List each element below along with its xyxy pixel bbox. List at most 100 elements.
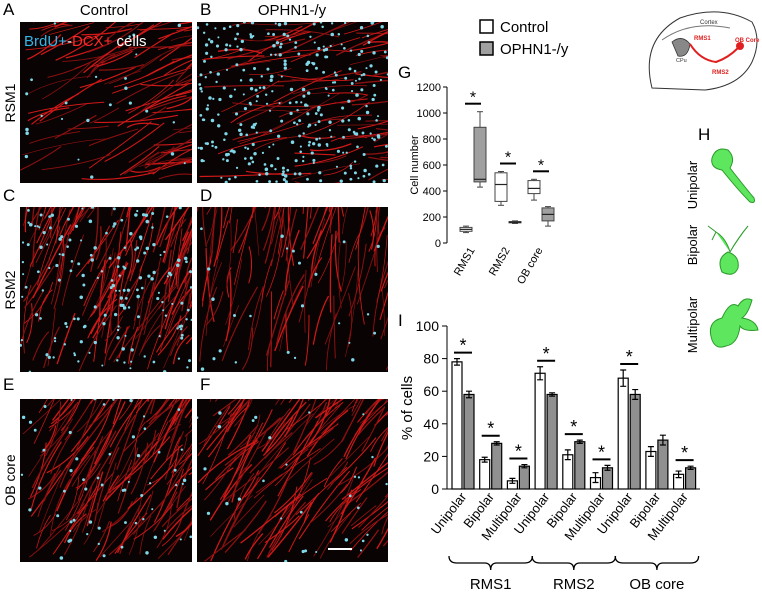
nucleus <box>348 341 351 344</box>
fiber <box>28 101 105 114</box>
nucleus <box>100 483 104 487</box>
fiber <box>172 161 192 166</box>
fiber <box>226 215 232 288</box>
nucleus <box>228 25 232 29</box>
nucleus <box>68 238 72 242</box>
nucleus <box>351 90 354 93</box>
fiber <box>59 207 75 237</box>
nucleus <box>321 25 324 29</box>
nucleus <box>53 22 57 25</box>
fiber <box>273 207 281 220</box>
nucleus <box>222 27 226 30</box>
fiber <box>317 399 336 416</box>
fiber <box>152 148 192 175</box>
nucleus <box>152 242 156 247</box>
fiber <box>351 100 388 106</box>
nucleus <box>363 168 367 173</box>
fiber <box>60 399 82 431</box>
fiber <box>168 144 192 154</box>
nucleus <box>341 106 345 110</box>
nucleus <box>124 521 127 524</box>
nucleus <box>141 213 146 217</box>
nucleus <box>72 518 76 522</box>
nucleus <box>357 476 361 479</box>
fiber <box>108 325 131 361</box>
nucleus <box>131 435 136 439</box>
nucleus <box>312 161 315 164</box>
error-bar <box>481 456 488 463</box>
error-bar <box>564 449 571 461</box>
nucleus <box>360 74 363 77</box>
nucleus <box>317 105 321 110</box>
fiber <box>50 399 76 425</box>
fiber <box>359 400 388 424</box>
nucleus <box>93 305 97 309</box>
nucleus <box>175 484 178 487</box>
nucleus <box>111 283 116 288</box>
fiber <box>169 326 188 356</box>
fiber <box>111 207 114 216</box>
fiber <box>226 401 250 450</box>
fiber <box>206 207 212 215</box>
error-bar <box>493 441 500 446</box>
fiber <box>134 421 146 457</box>
panel-letter: A <box>3 0 15 19</box>
nucleus <box>297 261 301 265</box>
nucleus <box>124 76 127 80</box>
nucleus <box>124 334 127 337</box>
fiber <box>47 308 56 367</box>
fiber <box>176 293 191 347</box>
nucleus <box>296 108 299 112</box>
fiber <box>376 527 388 550</box>
fiber <box>146 54 192 77</box>
nucleus <box>116 256 121 260</box>
fiber <box>241 327 254 371</box>
nucleus <box>330 22 334 25</box>
fiber <box>359 207 369 234</box>
nucleus <box>300 304 305 308</box>
fiber <box>242 470 260 499</box>
fiber <box>274 472 313 514</box>
fiber <box>29 216 53 267</box>
nucleus <box>348 494 352 498</box>
nucleus <box>132 33 136 37</box>
nucleus <box>327 94 330 97</box>
nucleus <box>55 263 59 268</box>
nucleus <box>264 167 269 172</box>
nucleus <box>277 134 281 138</box>
schematic-label: RMS2 <box>712 70 729 76</box>
fiber <box>256 421 286 450</box>
fiber <box>321 114 372 121</box>
fiber <box>81 28 132 36</box>
nucleus <box>345 151 348 154</box>
fiber <box>127 22 136 26</box>
fiber <box>208 207 218 295</box>
nucleus <box>344 538 349 542</box>
nucleus <box>302 94 306 98</box>
fiber <box>86 471 104 527</box>
nucleus <box>163 529 166 532</box>
fiber <box>70 446 95 477</box>
nucleus <box>203 467 207 471</box>
nucleus <box>282 32 286 37</box>
fiber <box>380 55 388 57</box>
overlay-part: DCX+ <box>72 33 113 50</box>
nucleus <box>304 103 308 107</box>
fiber <box>184 407 192 419</box>
fiber <box>230 399 246 418</box>
nucleus <box>234 37 237 41</box>
nucleus <box>325 55 329 59</box>
nucleus <box>235 166 239 169</box>
fiber <box>157 315 182 356</box>
fiber <box>277 74 354 82</box>
nucleus <box>108 103 112 107</box>
fiber <box>248 246 253 284</box>
fiber <box>212 399 238 417</box>
nucleus <box>269 74 274 79</box>
nucleus <box>170 152 175 156</box>
fiber <box>38 289 53 322</box>
nucleus <box>284 559 288 562</box>
nucleus <box>124 86 128 90</box>
fiber <box>368 168 388 181</box>
